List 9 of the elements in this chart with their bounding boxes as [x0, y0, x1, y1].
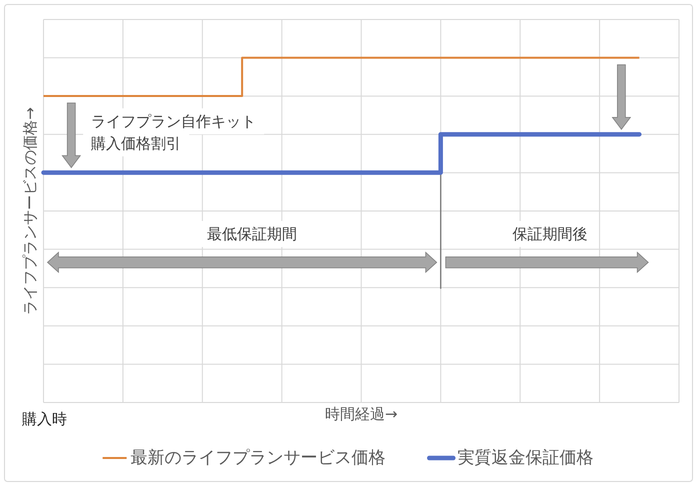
- legend-label: 実質返金保証価格: [457, 448, 594, 468]
- annotation: 保証期間後: [512, 224, 588, 243]
- annotation: 購入価格割引: [91, 134, 182, 152]
- x-axis-title: 時間経過→: [324, 405, 398, 423]
- y-axis-title: ライフプランサービスの価格→: [21, 107, 39, 315]
- annotation: ライフプラン自作キット: [91, 112, 256, 130]
- annotation: 最低保証期間: [207, 224, 298, 243]
- legend-label: 最新のライフプランサービス価格: [130, 448, 386, 468]
- text: 購入時: [22, 410, 67, 428]
